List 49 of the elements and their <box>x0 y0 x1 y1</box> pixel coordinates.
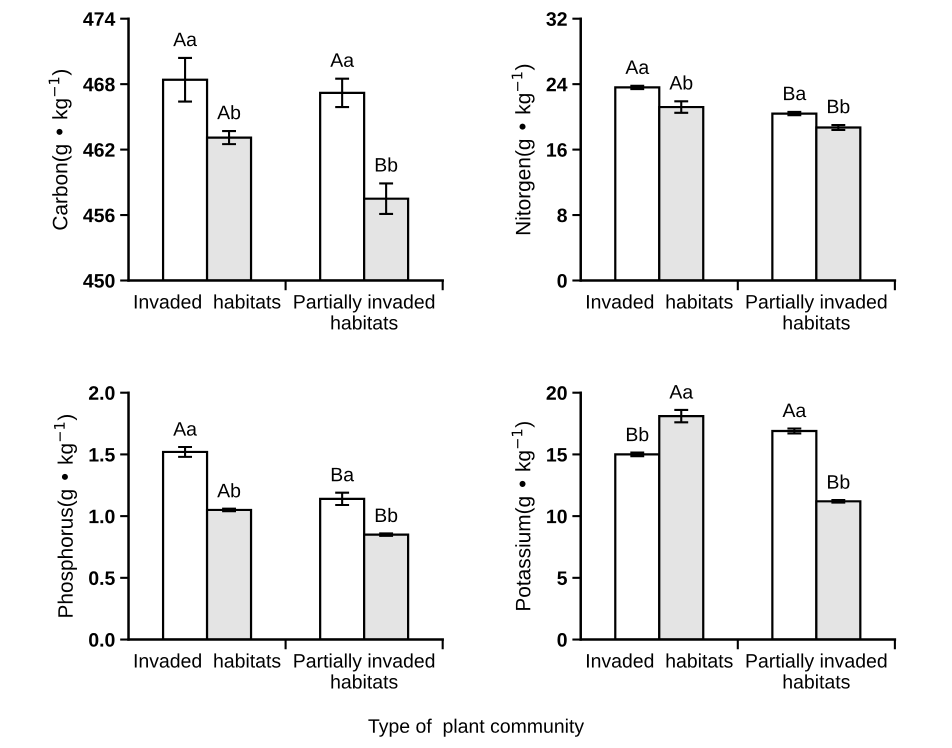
annotation: Bb <box>376 157 398 172</box>
text: Type of plant community <box>368 718 584 737</box>
y-axis-title: Phosphorus(g • kg$^{−1}$) <box>54 415 77 617</box>
annotation: Ab <box>669 75 692 90</box>
annotation: Ba <box>332 468 354 482</box>
y-tick-label: 474 <box>83 12 116 26</box>
x-tick-label: Partially invaded habitats <box>746 294 886 330</box>
y-tick-label: 1.5 <box>90 448 115 462</box>
x-tick-label: Partially invaded habitats <box>294 294 434 330</box>
y-tick-label: 1.0 <box>90 510 115 524</box>
y-tick-label: 468 <box>83 78 115 92</box>
y-tick-label: 10 <box>547 510 567 524</box>
y-tick-label: 20 <box>546 386 567 400</box>
annotation: Ba <box>784 86 806 100</box>
x-tick-label: Invaded habitats <box>134 294 280 309</box>
annotation: Bb <box>626 427 648 442</box>
y-tick-label: 5 <box>557 572 567 586</box>
annotation: Ab <box>217 483 240 498</box>
annotation: Aa <box>782 404 806 418</box>
y-axis-title: Nitorgen(g • kg$^{−1}$) <box>512 64 535 234</box>
y-tick-label: 8 <box>557 208 567 222</box>
x-tick-label: Partially invaded habitats <box>746 653 886 689</box>
annotation: Bb <box>828 99 850 114</box>
y-tick-label: 2.0 <box>88 386 115 400</box>
y-axis-title: Carbon(g • kg$^{−1}$) <box>48 70 72 230</box>
x-tick-label: Partially invaded habitats <box>294 653 434 689</box>
annotation: Aa <box>173 422 197 436</box>
y-tick-label: 16 <box>547 143 567 157</box>
y-tick-label: 0 <box>557 633 567 647</box>
y-tick-label: 0.0 <box>89 633 115 647</box>
y-tick-label: 462 <box>83 143 115 157</box>
y-tick-label: 0 <box>557 274 567 288</box>
y-tick-label: 456 <box>83 208 115 222</box>
y-tick-label: 24 <box>546 78 568 92</box>
annotation: Aa <box>669 385 694 399</box>
y-tick-label: 0.5 <box>89 571 115 586</box>
annotation: Aa <box>330 53 354 67</box>
y-tick-label: 450 <box>83 274 115 288</box>
annotation: Aa <box>625 60 650 74</box>
annotation: Bb <box>376 508 398 522</box>
x-tick-label: Invaded habitats <box>134 653 280 668</box>
y-tick-label: 15 <box>547 448 567 462</box>
x-tick-label: Invaded habitats <box>587 653 733 668</box>
x-tick-label: Invaded habitats <box>587 294 733 309</box>
y-tick-label: 32 <box>546 12 567 26</box>
y-axis-title: Potassium(g • kg$^{−1}$) <box>512 422 535 610</box>
annotation: Ab <box>217 105 240 120</box>
annotation: Aa <box>173 32 197 46</box>
annotation: Bb <box>828 474 850 489</box>
